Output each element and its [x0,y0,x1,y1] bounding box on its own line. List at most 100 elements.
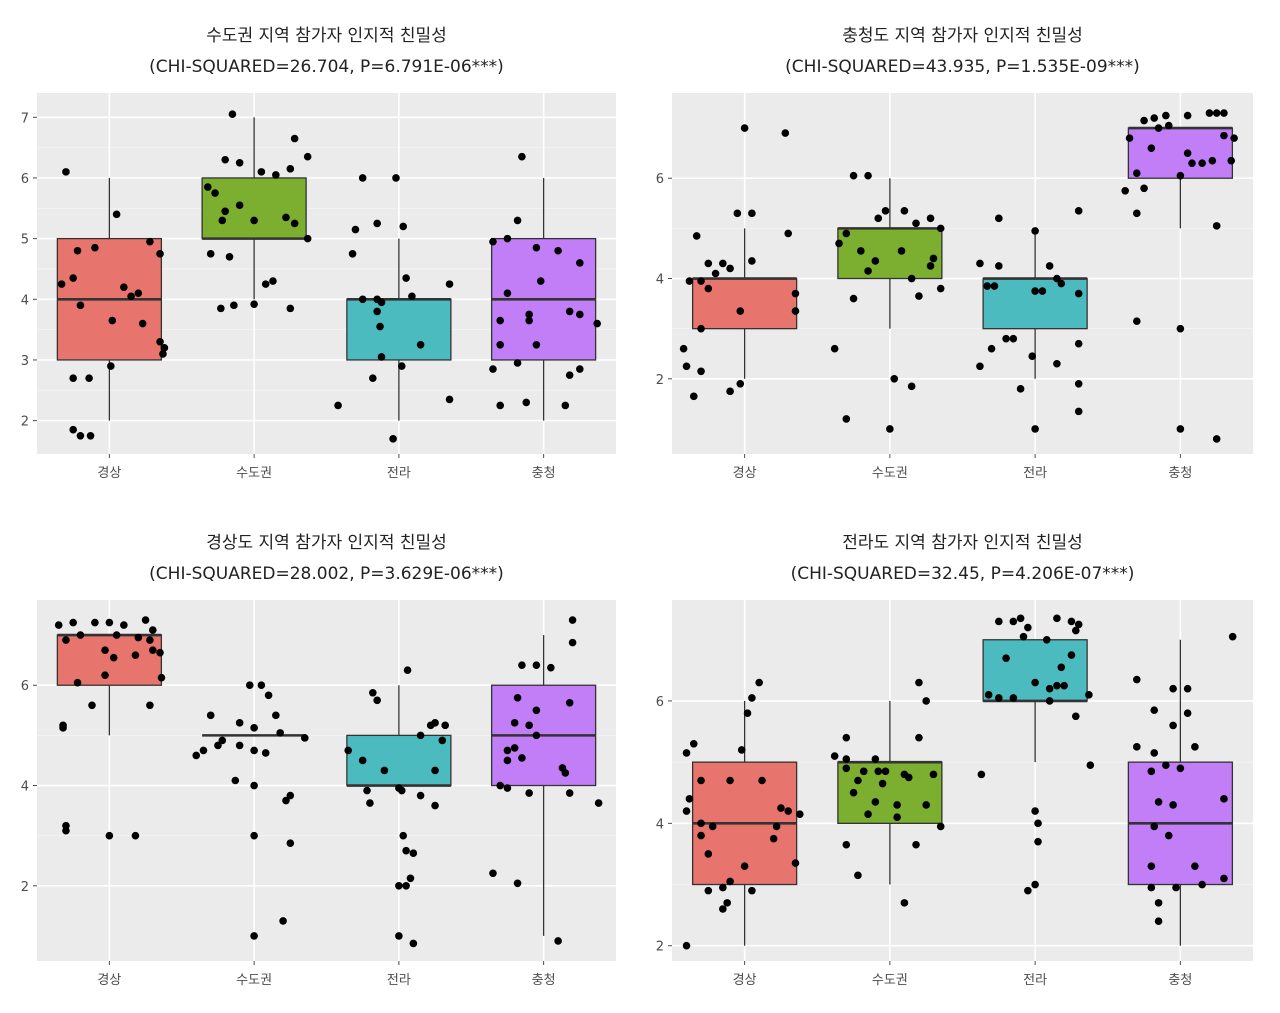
data-point [854,871,862,880]
data-point [1220,795,1228,803]
data-point [73,678,82,687]
x-tick-label: 수도권 [872,973,908,988]
data-point [568,638,577,647]
data-point [101,671,109,680]
data-point [1045,684,1054,693]
data-point [1228,632,1237,641]
data-point [874,767,883,776]
y-tick-label: 5 [21,233,29,248]
data-point [1147,862,1156,870]
data-point [1220,874,1228,883]
chart-title: 충청도 지역 참가자 인지적 친밀성 [842,26,1083,46]
data-point [369,374,377,382]
data-point [781,129,790,137]
data-point [221,207,229,216]
data-point [1071,712,1080,721]
y-tick-label: 2 [656,940,664,955]
data-point [156,337,164,346]
points [682,614,1237,950]
data-point [211,189,219,197]
data-point [536,277,545,285]
data-point [929,770,938,779]
points [57,110,601,443]
data-point [1150,114,1159,122]
data-point [156,648,164,657]
data-point [1031,678,1039,687]
data-point [1085,691,1093,699]
data-point [854,776,862,785]
data-point [235,201,244,210]
data-point [682,807,691,815]
y-tick-label: 2 [656,373,664,388]
data-point [348,249,357,258]
x-tick-label: 전라 [387,973,411,988]
data-point [134,633,143,642]
box-body [982,639,1088,702]
data-point [864,171,872,180]
data-point [380,766,389,775]
data-point [1154,124,1163,132]
data-point [685,277,694,285]
data-point [76,631,85,639]
data-point [109,653,118,662]
data-point [1164,831,1173,840]
box-1 [56,177,163,421]
data-point [878,779,887,788]
data-point [561,401,570,410]
data-point [397,362,406,370]
data-point [737,746,746,754]
data-point [1053,274,1061,283]
data-point [723,899,731,907]
data-point [62,168,70,176]
x-tick-label: 경상 [733,973,757,988]
data-point [192,751,201,760]
data-point [842,229,851,238]
data-point [736,380,745,388]
data-point [290,219,299,228]
data-point [1045,262,1054,270]
data-point [1074,407,1083,416]
data-point [719,259,727,268]
data-point [206,711,215,720]
data-point [272,171,280,179]
x-tick-label: 수도권 [236,973,272,988]
data-point [377,298,386,307]
data-point [286,304,295,313]
data-point [1002,334,1010,343]
chart-panel-3: 경상도 지역 참가자 인지적 친밀성 (CHI-SQUARED=28.002, P… [21,533,616,988]
data-point [791,289,800,298]
data-point [871,798,880,806]
data-point [719,883,727,892]
data-point [1133,743,1141,751]
data-point [245,681,254,690]
box-body [837,227,943,280]
data-point [977,770,986,779]
data-point [1198,880,1206,889]
y-tick-label: 7 [21,111,29,126]
data-point [377,353,386,361]
data-point [1154,899,1163,907]
data-point [1198,159,1206,167]
data-point [250,216,258,225]
x-tick-label: 경상 [733,466,757,481]
data-point [231,776,240,785]
data-point [261,749,270,757]
data-point [995,214,1003,223]
y-tick-label: 4 [656,273,664,288]
data-point [127,292,135,301]
data-point [1074,620,1083,629]
data-point [976,362,984,371]
data-point [1150,749,1159,757]
data-point [250,831,258,840]
data-point [269,277,277,285]
x-tick-label: 전라 [1023,973,1047,988]
data-point [692,232,701,240]
data-point [146,237,154,246]
data-point [1031,425,1039,433]
data-point [496,316,505,325]
data-point [1125,134,1134,142]
data-point [926,262,935,270]
data-point [1019,632,1028,641]
data-point [576,365,584,373]
data-point [1028,352,1037,361]
